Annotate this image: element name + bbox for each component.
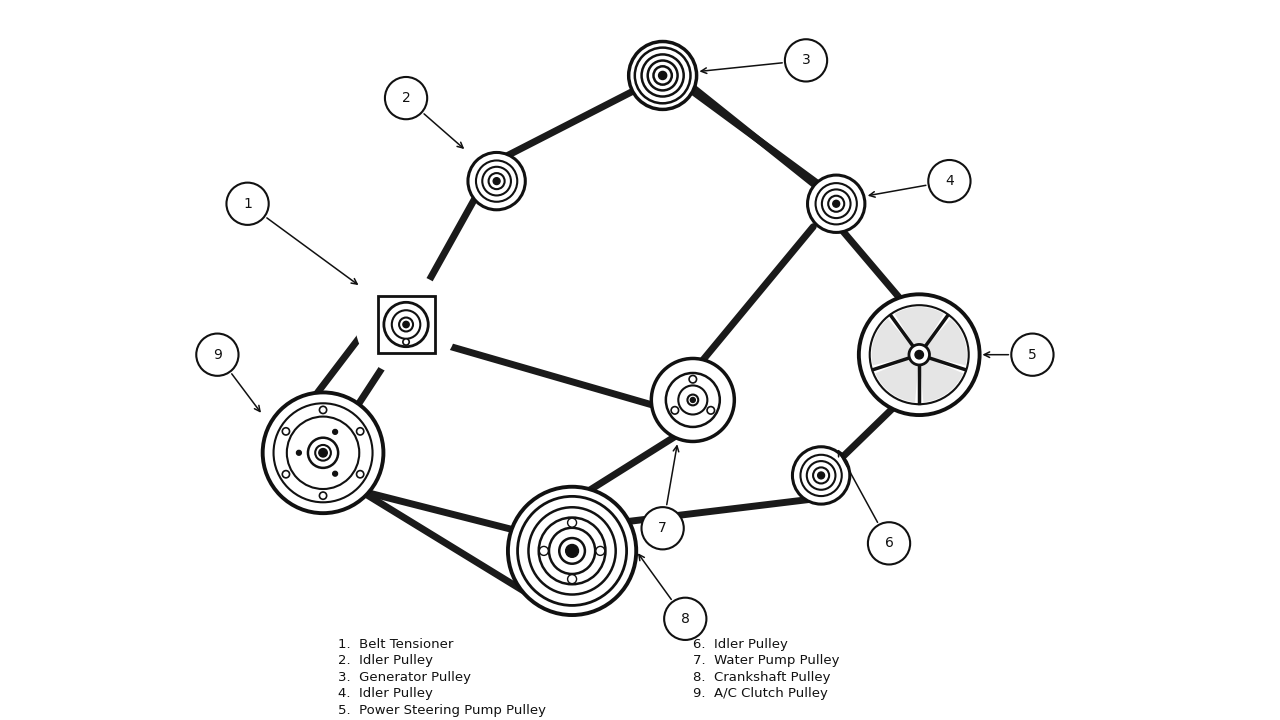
Circle shape [909,344,929,365]
Wedge shape [925,319,966,366]
Circle shape [566,544,579,557]
Circle shape [319,449,328,457]
Circle shape [868,522,910,564]
Circle shape [664,598,707,640]
Wedge shape [920,359,963,402]
Circle shape [818,472,824,479]
Circle shape [859,294,979,415]
Circle shape [283,428,289,435]
Circle shape [308,438,338,468]
Text: 1: 1 [243,197,252,211]
Circle shape [333,429,338,434]
Text: 9: 9 [212,348,221,361]
Circle shape [671,407,678,414]
Circle shape [333,472,338,476]
Circle shape [1011,333,1053,376]
Text: 3: 3 [801,53,810,68]
Wedge shape [895,307,943,346]
Circle shape [385,77,428,120]
Text: 2: 2 [402,91,411,105]
Circle shape [652,359,735,441]
Text: 4.  Idler Pulley: 4. Idler Pulley [338,688,433,701]
Text: 5.  Power Steering Pump Pulley: 5. Power Steering Pump Pulley [338,704,547,717]
Circle shape [227,183,269,225]
Circle shape [828,196,845,212]
Text: 7.  Water Pump Pulley: 7. Water Pump Pulley [692,654,840,667]
Circle shape [508,487,636,615]
Circle shape [690,397,695,402]
Circle shape [283,471,289,478]
Circle shape [196,333,238,376]
Text: 8: 8 [681,612,690,626]
Circle shape [595,546,604,555]
Circle shape [357,428,364,435]
Circle shape [403,321,410,328]
Circle shape [567,518,576,527]
Circle shape [641,507,684,549]
Circle shape [489,173,504,189]
Circle shape [356,274,457,375]
Circle shape [707,407,714,414]
Circle shape [320,492,326,499]
Circle shape [689,375,696,383]
Circle shape [468,153,525,210]
Circle shape [262,392,384,513]
Text: 6: 6 [884,536,893,550]
Text: 9.  A/C Clutch Pulley: 9. A/C Clutch Pulley [692,688,828,701]
Text: 3.  Generator Pulley: 3. Generator Pulley [338,671,471,684]
Text: 7: 7 [658,521,667,535]
Circle shape [915,351,923,359]
Text: 4: 4 [945,174,954,188]
Circle shape [539,546,548,555]
Circle shape [792,446,850,504]
Circle shape [315,445,332,461]
Circle shape [928,160,970,202]
Text: 5: 5 [1028,348,1037,361]
Text: 1.  Belt Tensioner: 1. Belt Tensioner [338,638,453,651]
Circle shape [687,395,698,405]
Circle shape [297,451,301,455]
Circle shape [403,339,410,345]
Circle shape [567,575,576,584]
Circle shape [808,175,865,233]
Text: 8.  Crankshaft Pulley: 8. Crankshaft Pulley [692,671,831,684]
Wedge shape [876,359,918,402]
Circle shape [659,71,667,79]
Circle shape [813,467,829,483]
Circle shape [833,200,840,207]
Text: 2.  Idler Pulley: 2. Idler Pulley [338,654,433,667]
Text: 6.  Idler Pulley: 6. Idler Pulley [692,638,787,651]
FancyBboxPatch shape [378,296,435,353]
Circle shape [785,40,827,81]
Circle shape [357,471,364,478]
Circle shape [320,406,326,413]
Circle shape [628,42,696,109]
Wedge shape [872,319,913,366]
Circle shape [493,178,500,184]
